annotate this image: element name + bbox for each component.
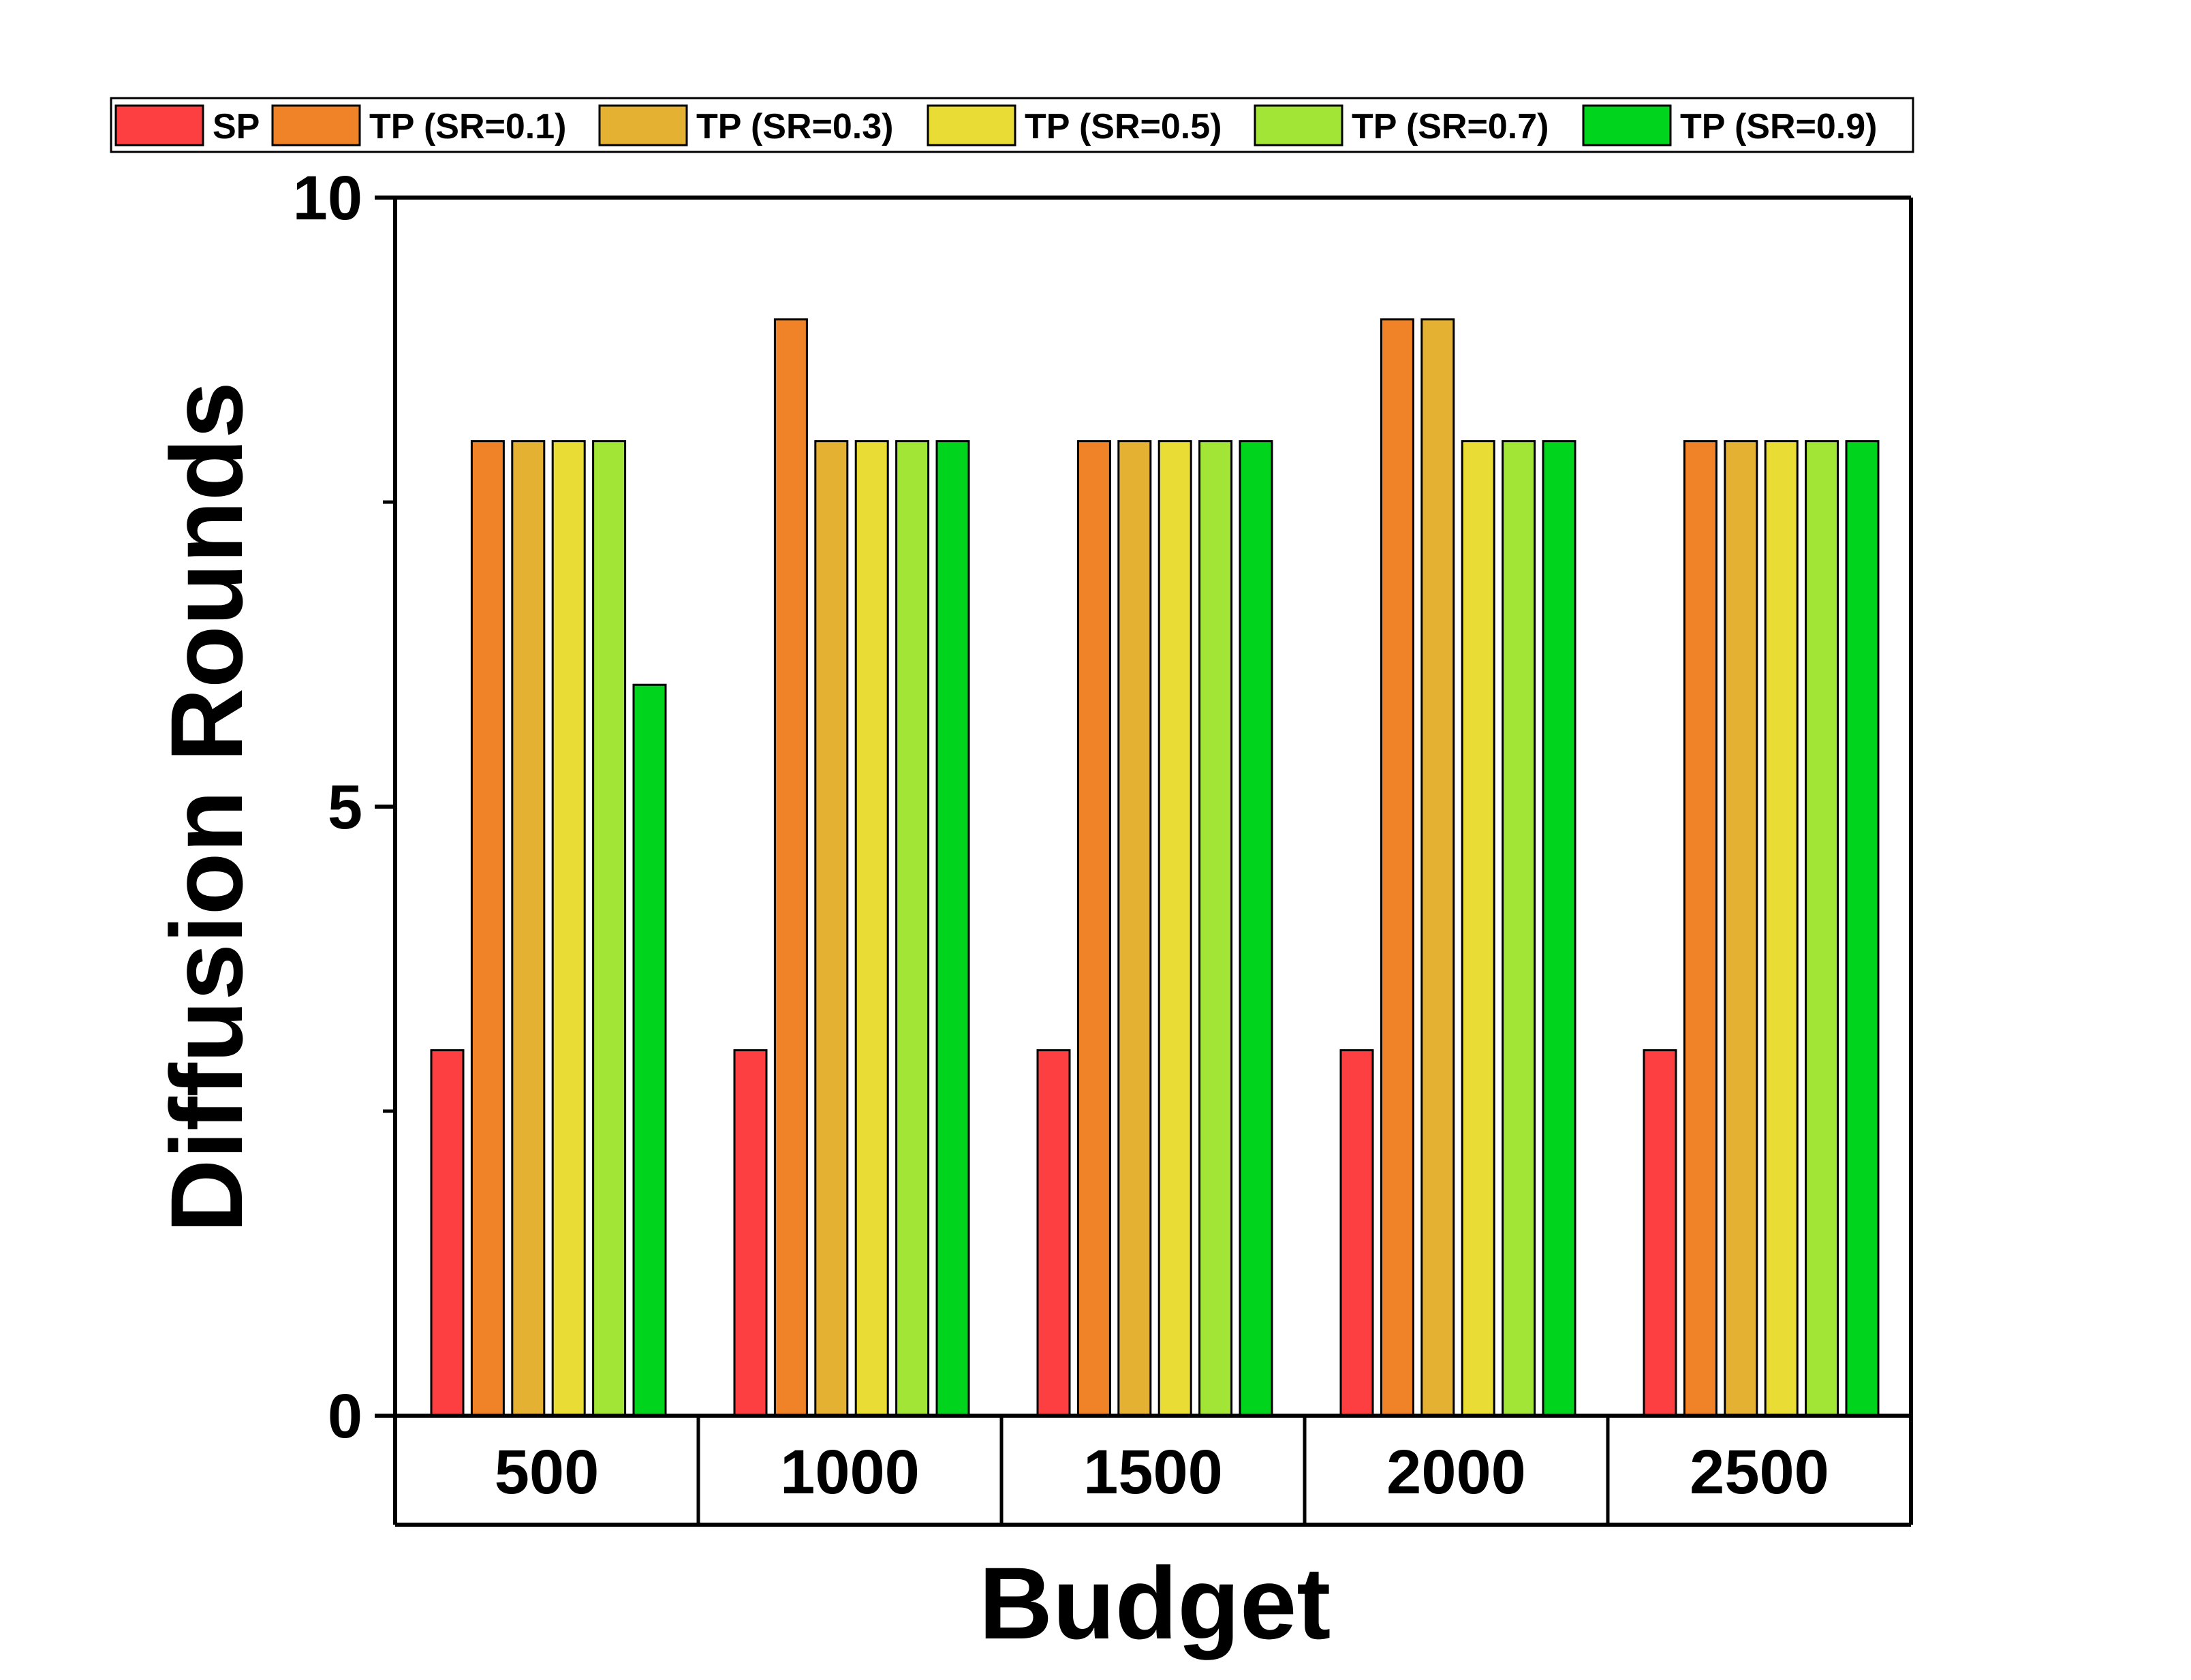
bar-3-3 — [1461, 440, 1495, 1417]
bar-1-3 — [1380, 318, 1414, 1417]
bar-2-0 — [511, 440, 546, 1417]
axes: 500 1000 1500 2000 2500 0 5 10 — [293, 164, 1913, 1527]
bar-1-2 — [1076, 440, 1111, 1417]
bar-0-2 — [1036, 1049, 1071, 1417]
bar-0-4 — [1643, 1049, 1677, 1417]
bar-3-1 — [854, 440, 889, 1417]
bar-1-0 — [470, 440, 505, 1417]
bar-1-4 — [1683, 440, 1718, 1417]
bar-3-2 — [1157, 440, 1192, 1417]
bar-0-3 — [1339, 1049, 1374, 1417]
bar-2-3 — [1420, 318, 1455, 1417]
x-tick-label-1: 1000 — [780, 1437, 920, 1507]
legend-swatch-1 — [271, 104, 361, 146]
y-tick-label-2: 10 — [293, 164, 362, 233]
x-tick-label-2: 1500 — [1083, 1437, 1223, 1507]
y-axis-title: Diffusion Rounds — [149, 382, 264, 1233]
bar-5-2 — [1239, 440, 1273, 1417]
bar-4-3 — [1502, 440, 1536, 1417]
bar-0-0 — [430, 1049, 465, 1417]
x-tick-label-3: 2000 — [1386, 1437, 1526, 1507]
legend: SP TP (SR=0.1) TP (SR=0.3) TP (SR=0.5) TP (S… — [110, 97, 1914, 153]
bar-2-1 — [814, 440, 849, 1417]
legend-label-0: SP — [213, 107, 260, 146]
bar-5-0 — [632, 683, 667, 1417]
bar-2-4 — [1724, 440, 1758, 1417]
bar-5-4 — [1845, 440, 1880, 1417]
bar-3-0 — [551, 440, 586, 1417]
y-tick-label-1: 5 — [328, 773, 362, 842]
legend-label-3: TP (SR=0.5) — [1025, 107, 1222, 146]
legend-swatch-0 — [114, 104, 204, 146]
bar-5-1 — [935, 440, 970, 1417]
bar-4-2 — [1198, 440, 1233, 1417]
bar-5-3 — [1542, 440, 1576, 1417]
legend-swatch-3 — [927, 104, 1016, 146]
x-tick-label-0: 500 — [495, 1437, 600, 1507]
legend-label-4: TP (SR=0.7) — [1352, 107, 1549, 146]
bar-1-1 — [773, 318, 808, 1417]
legend-label-5: TP (SR=0.9) — [1680, 107, 1877, 146]
legend-swatch-4 — [1254, 104, 1343, 146]
bars — [430, 318, 1880, 1417]
bar-2-2 — [1117, 440, 1152, 1417]
legend-label-2: TP (SR=0.3) — [696, 107, 893, 146]
bar-4-1 — [895, 440, 930, 1417]
bar-4-4 — [1805, 440, 1839, 1417]
legend-swatch-5 — [1582, 104, 1672, 146]
bar-3-4 — [1764, 440, 1799, 1417]
x-tick-label-4: 2500 — [1690, 1437, 1829, 1507]
bar-4-0 — [592, 440, 627, 1417]
y-tick-label-0: 0 — [328, 1382, 362, 1451]
bar-0-1 — [733, 1049, 768, 1417]
legend-swatch-2 — [598, 104, 688, 146]
legend-label-1: TP (SR=0.1) — [369, 107, 566, 146]
x-axis-title: Budget — [979, 1546, 1331, 1660]
